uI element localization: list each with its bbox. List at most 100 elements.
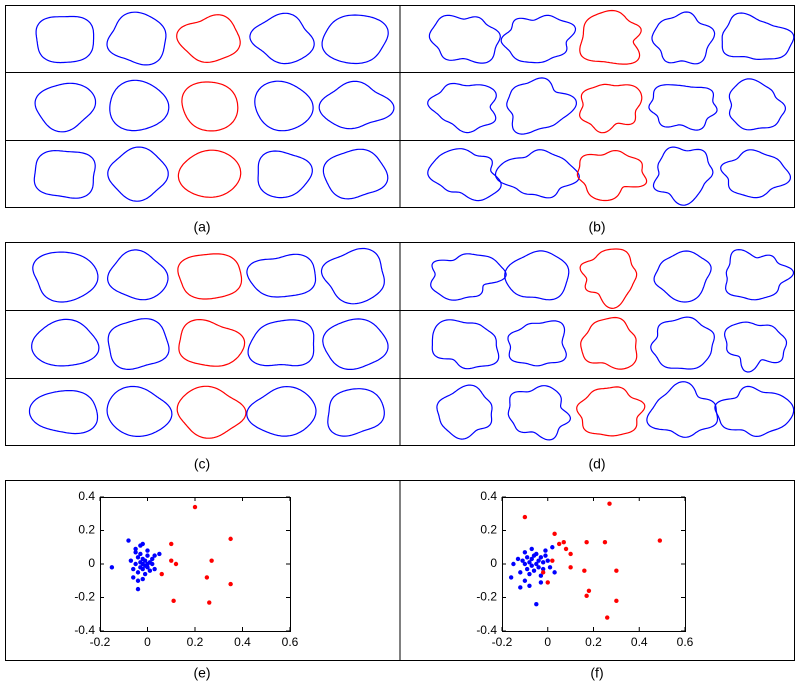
- panel-frames: [5, 5, 795, 661]
- y-tick-label: 0: [490, 556, 497, 570]
- point: [657, 538, 663, 543]
- point: [145, 553, 150, 558]
- y-tick-label: 0.4: [78, 489, 95, 503]
- shape-outline: [431, 319, 500, 370]
- point: [614, 598, 619, 604]
- shape-outline: [576, 386, 646, 437]
- point: [142, 558, 148, 563]
- point: [228, 581, 233, 587]
- x-tick-label: 0.6: [677, 635, 694, 649]
- point: [550, 558, 555, 563]
- x-tick-label: 0.2: [187, 635, 204, 649]
- shape-outline: [720, 149, 791, 199]
- x-tick-label: 0.4: [631, 635, 648, 649]
- shape-outline: [32, 251, 99, 303]
- point: [545, 580, 550, 585]
- point: [607, 501, 612, 506]
- point: [582, 568, 587, 573]
- shape-outline: [176, 14, 241, 64]
- shape-outline: [651, 11, 716, 65]
- shape-outline: [506, 77, 578, 135]
- point: [511, 561, 516, 567]
- point: [522, 550, 528, 555]
- point: [133, 546, 138, 552]
- point: [159, 571, 164, 577]
- shape-outline: [507, 320, 567, 367]
- point: [126, 538, 131, 543]
- y-tick-label: -0.4: [476, 623, 497, 637]
- point: [536, 565, 541, 570]
- y-tick-label: 0.2: [480, 523, 497, 537]
- point: [522, 578, 528, 583]
- shape-outline: [578, 83, 643, 134]
- shape-outline: [321, 14, 389, 65]
- point: [586, 588, 592, 593]
- shape-outline: [327, 388, 385, 437]
- shape-outline: [247, 319, 315, 367]
- shape-outline: [650, 316, 715, 370]
- panel-label: (c): [194, 456, 210, 472]
- shape-outline: [177, 149, 242, 198]
- point: [584, 593, 589, 599]
- point: [169, 541, 174, 547]
- point: [540, 570, 546, 575]
- x-tick-label: 0.2: [585, 635, 602, 649]
- y-tick-label: 0.4: [480, 489, 497, 503]
- shape-outline: [320, 247, 385, 305]
- panel-label: (a): [193, 219, 210, 235]
- shape-outline: [107, 318, 170, 370]
- point: [527, 560, 532, 565]
- shape-outline: [176, 385, 247, 439]
- point: [605, 615, 610, 620]
- point: [536, 558, 541, 563]
- shape-outline: [106, 385, 173, 437]
- shape-outline: [107, 146, 169, 202]
- plot-area: [100, 497, 291, 632]
- point: [157, 551, 162, 557]
- point: [140, 541, 145, 547]
- point: [135, 570, 141, 575]
- point: [527, 583, 532, 588]
- shape-outline: [724, 248, 795, 301]
- point: [135, 578, 141, 583]
- shape-outline: [109, 79, 170, 132]
- shape-outline: [714, 385, 795, 438]
- shape-outline: [181, 81, 239, 132]
- point: [152, 553, 157, 558]
- point: [515, 556, 521, 562]
- panel-label: (d): [588, 456, 605, 472]
- x-tick-label: 0.4: [234, 635, 251, 649]
- point: [531, 568, 537, 573]
- point: [192, 504, 198, 510]
- y-tick-label: -0.2: [476, 590, 497, 604]
- point: [128, 558, 134, 563]
- panel-label: (f): [590, 665, 603, 681]
- point: [538, 573, 544, 578]
- point: [552, 570, 557, 575]
- shape-outline: [33, 149, 96, 199]
- point: [540, 560, 546, 565]
- point: [534, 602, 539, 607]
- shape-outline: [500, 14, 577, 64]
- point: [109, 565, 115, 570]
- x-tick-label: 0: [144, 635, 151, 649]
- panel-label: (b): [588, 219, 605, 235]
- y-tick-label: 0: [88, 556, 95, 570]
- point: [140, 566, 145, 572]
- shape-outline: [322, 148, 389, 200]
- point: [522, 514, 528, 520]
- point: [518, 570, 523, 575]
- shape-outline: [249, 12, 315, 65]
- shape-outline: [177, 253, 243, 300]
- x-tick-label: 0.6: [282, 635, 299, 649]
- shape-outline: [653, 250, 712, 303]
- panel-label: (e): [193, 665, 210, 681]
- shape-outline: [106, 11, 167, 66]
- shape-outline: [178, 319, 246, 367]
- shape-outline: [318, 80, 395, 130]
- point: [152, 566, 157, 572]
- point: [534, 551, 539, 557]
- shape-outline: [257, 150, 313, 199]
- point: [524, 566, 530, 572]
